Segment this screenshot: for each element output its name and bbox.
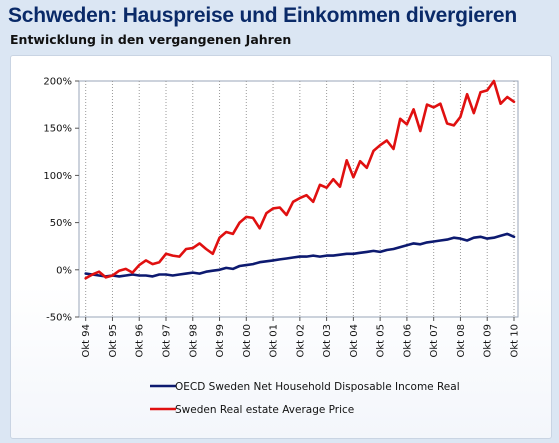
x-tick-label: Okt 97: [161, 324, 172, 358]
y-tick-label: 50%: [50, 218, 72, 229]
x-tick-label: Okt 00: [242, 324, 253, 358]
x-tick-label: Okt 95: [108, 324, 119, 358]
y-tick-label: 0%: [56, 265, 72, 276]
y-tick-label: -50%: [46, 313, 72, 324]
x-tick-label: Okt 06: [402, 324, 413, 358]
page-subtitle: Entwicklung in den vergangenen Jahren: [10, 32, 292, 47]
x-tick-label: Okt 03: [322, 324, 333, 358]
x-tick-label: Okt 99: [215, 324, 226, 358]
x-tick-label: Okt 10: [509, 324, 520, 358]
x-tick-label: Okt 96: [135, 324, 146, 358]
x-tick-label: Okt 98: [188, 324, 199, 358]
x-tick-label: Okt 05: [376, 324, 387, 358]
x-tick-label: Okt 07: [429, 324, 440, 358]
x-tick-label: Okt 04: [349, 324, 360, 358]
y-tick-label: 200%: [43, 77, 72, 88]
y-tick-label: 150%: [43, 124, 72, 135]
legend-label-income: OECD Sweden Net Household Disposable Inc…: [175, 381, 460, 393]
x-tick-label: Okt 02: [295, 324, 306, 358]
x-tick-label: Okt 09: [483, 324, 494, 358]
page-title: Schweden: Hauspreise und Einkommen diver…: [8, 4, 517, 27]
price-series-line: [84, 79, 516, 280]
y-tick-label: 100%: [43, 171, 72, 182]
x-tick-label: Okt 01: [269, 324, 280, 358]
income-series-line: [84, 232, 516, 278]
legend-label-price: Sweden Real estate Average Price: [175, 404, 354, 416]
x-tick-label: Okt 08: [456, 324, 467, 358]
x-tick-label: Okt 94: [81, 324, 92, 358]
